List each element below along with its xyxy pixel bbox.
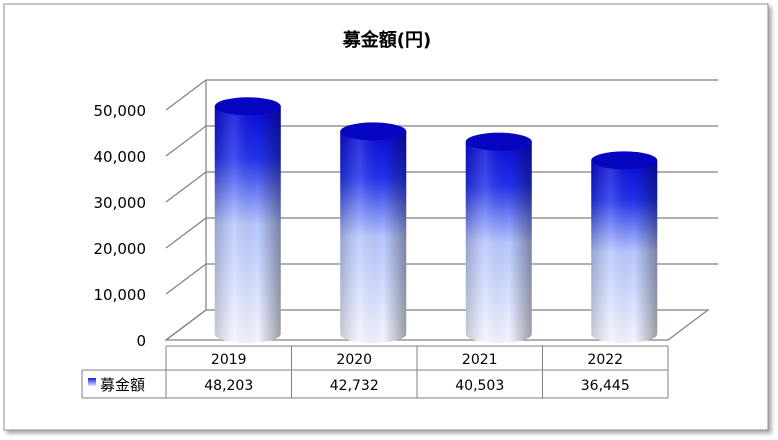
data-label: 36,445 [581, 378, 630, 394]
y-tick-label: 0 [136, 332, 146, 350]
x-tick-label: 2021 [462, 352, 498, 368]
gridline-side [165, 79, 207, 111]
bar-2020 [340, 122, 407, 343]
gridline-side [165, 217, 207, 249]
bar-shading [591, 160, 658, 343]
bar-2019 [214, 97, 281, 343]
x-tick-label: 2020 [336, 352, 372, 368]
data-table: 2019 48,203 2020 42,732 2021 40,503 2022 36,445… [81, 345, 669, 399]
chart-title: 募金額(円) [342, 29, 431, 51]
bar-top [340, 122, 407, 141]
bar-2021 [465, 132, 532, 343]
y-axis-ticks: 0 10,000 20,000 30,000 40,000 50,000 [94, 102, 147, 350]
y-tick-label: 10,000 [94, 286, 147, 304]
legend-swatch [88, 378, 96, 386]
bar-top [591, 151, 658, 170]
x-tick-label: 2022 [587, 352, 623, 368]
gridline-side [165, 171, 207, 203]
data-label: 40,503 [455, 378, 504, 394]
bar-top [465, 132, 532, 151]
y-tick-label: 20,000 [94, 240, 147, 258]
y-tick-label: 50,000 [94, 102, 147, 120]
legend-label: 募金額 [100, 376, 145, 394]
y-tick-label: 30,000 [94, 194, 147, 212]
bar-shading [214, 106, 281, 343]
bar-2022 [591, 151, 658, 343]
y-tick-label: 40,000 [94, 148, 147, 166]
bar-top [214, 97, 281, 116]
bars [214, 97, 658, 343]
x-tick-label: 2019 [211, 352, 247, 368]
data-label: 48,203 [204, 378, 253, 394]
gridline-side [165, 309, 207, 341]
bar-shading [465, 141, 532, 343]
bar-shading [340, 131, 407, 343]
gridline-side [165, 125, 207, 157]
data-label: 42,732 [330, 378, 379, 394]
gridline-side [165, 263, 207, 295]
